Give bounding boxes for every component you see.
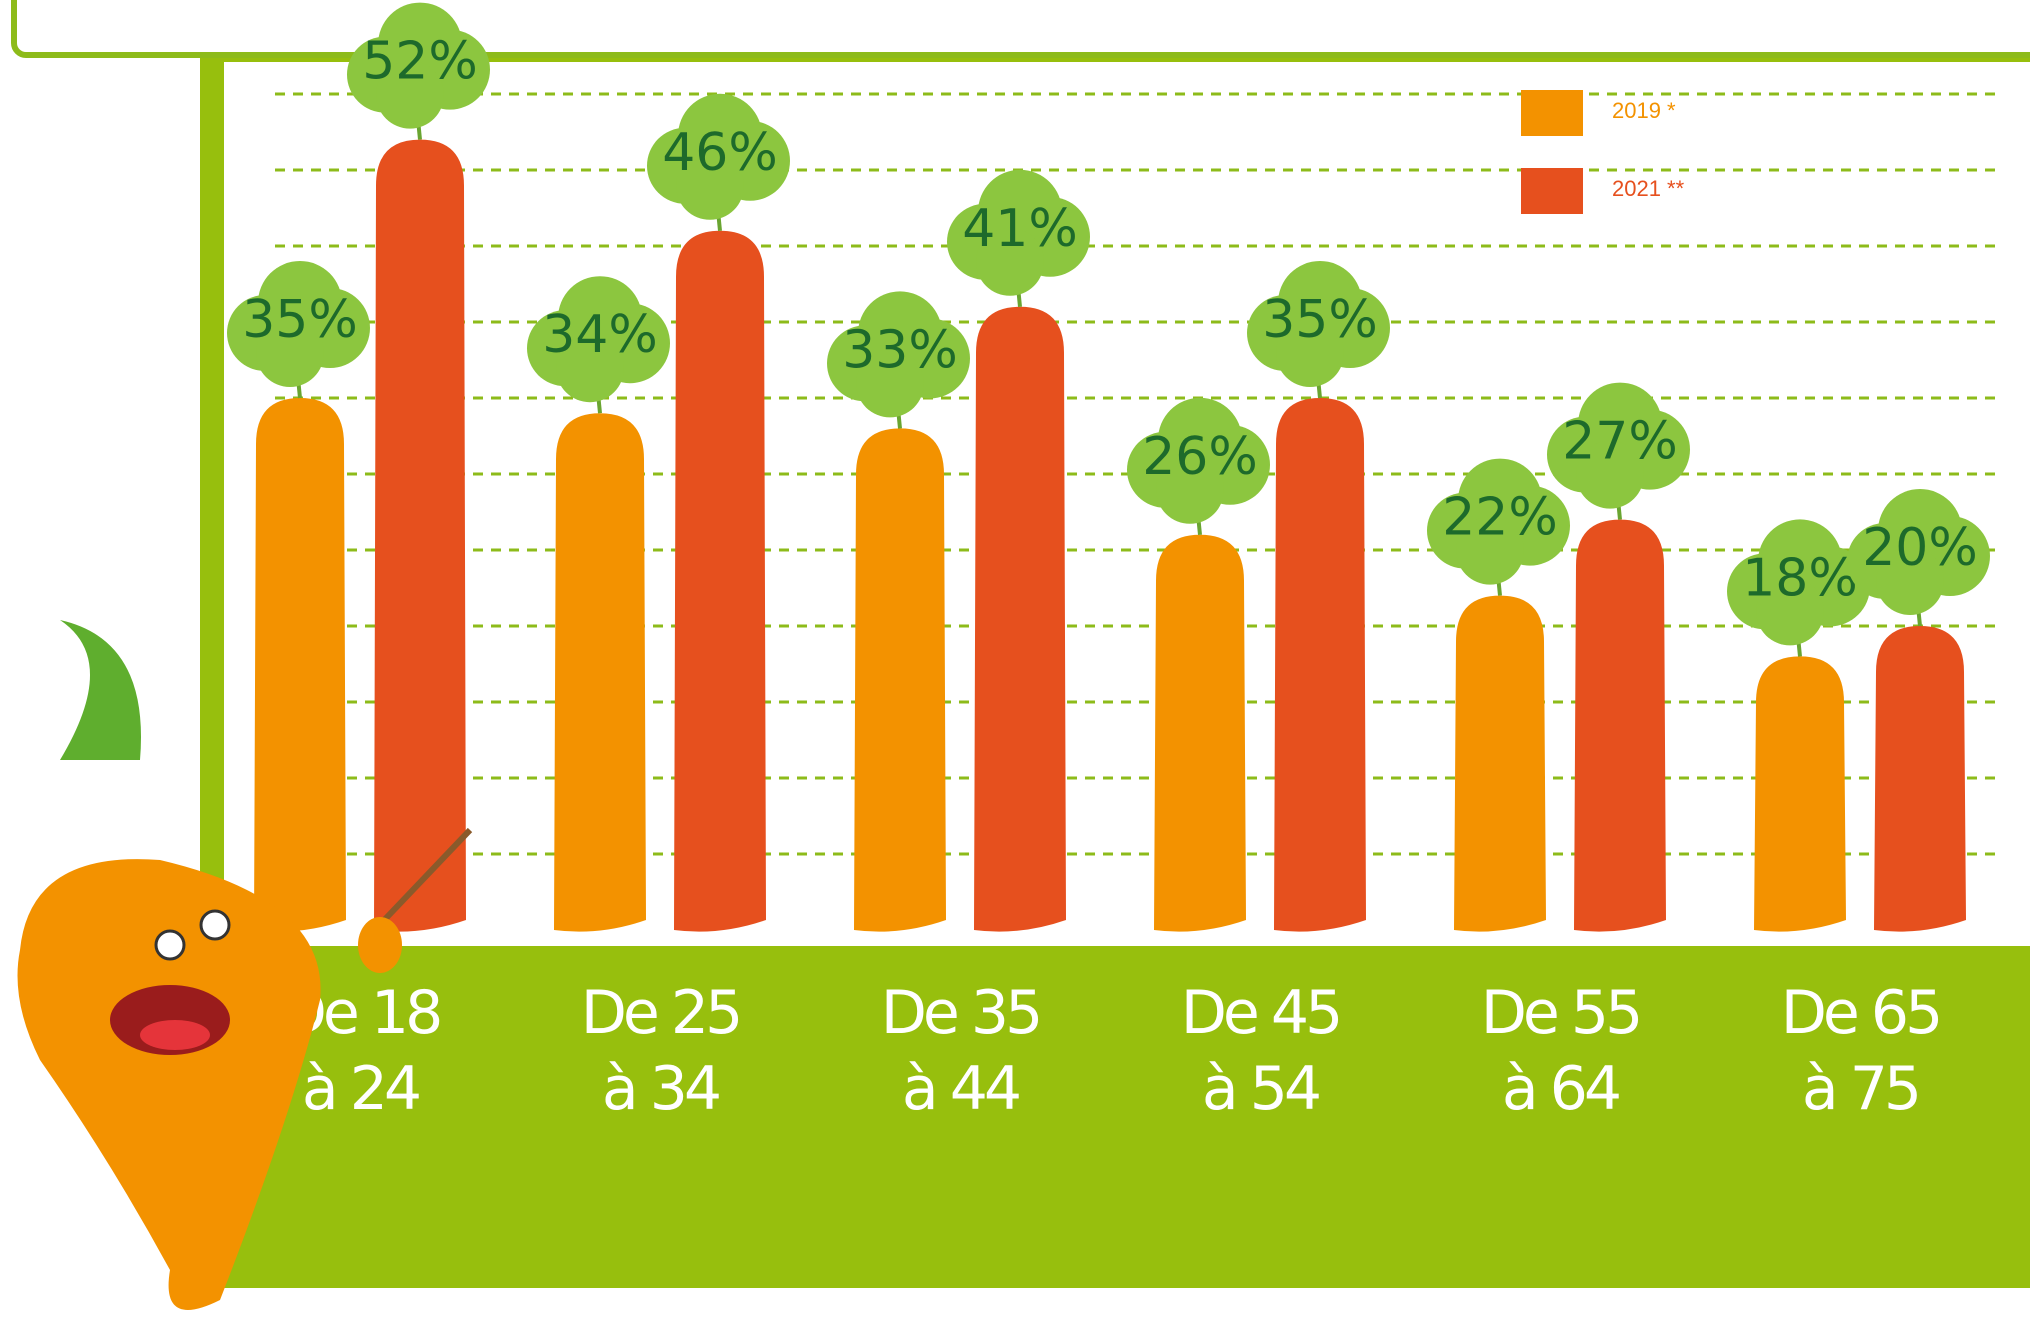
value-label: 35% [242, 290, 358, 350]
value-label: 26% [1142, 427, 1258, 487]
footer [555, 1300, 2030, 1339]
value-label: 34% [542, 305, 658, 365]
bar [674, 231, 766, 932]
bar [854, 428, 946, 931]
legend-label: 2019 * [1612, 98, 1676, 123]
bar [1454, 596, 1546, 932]
bar [374, 140, 466, 932]
x-label-box: De 55 à 64 ans [1410, 975, 1710, 1145]
value-label: 22% [1442, 488, 1558, 548]
value-label: 46% [662, 123, 778, 183]
value-label: 20% [1862, 518, 1978, 578]
legend-label: 2021 ** [1612, 176, 1685, 201]
value-label: 35% [1262, 290, 1378, 350]
legend-swatch [1521, 168, 1583, 214]
x-tick-label: De 55 à 64 ans [1465, 975, 1655, 1145]
x-tick-label: De 65 à 75 ans [1765, 975, 1955, 1145]
chart: De 18 à 24 ans35%52%De 25 à 34 ans34%46%… [0, 0, 2030, 1339]
bar [554, 413, 646, 931]
value-label: 41% [962, 199, 1078, 259]
bar [1874, 626, 1966, 932]
value-label: 52% [362, 32, 478, 92]
bar [1274, 398, 1366, 932]
bar [1754, 656, 1846, 931]
bar [1154, 535, 1246, 932]
bar [1574, 520, 1666, 932]
value-label: 18% [1742, 548, 1858, 608]
value-label: 33% [842, 320, 958, 380]
x-tick-label: De 35 à 44 ans [865, 975, 1055, 1145]
x-label-box: De 45 à 54 ans [1110, 975, 1410, 1145]
value-label: 27% [1562, 412, 1678, 472]
bar [974, 307, 1066, 932]
legend-swatch [1521, 90, 1583, 136]
x-tick-label: De 25 à 34 ans [565, 975, 755, 1145]
x-tick-label: De 45 à 54 ans [1165, 975, 1355, 1145]
bar [254, 398, 346, 932]
x-label-box: De 25 à 34 ans [510, 975, 810, 1145]
x-label-box: De 65 à 75 ans [1710, 975, 2010, 1145]
x-label-box: De 35 à 44 ans [810, 975, 1110, 1145]
title-box [14, 0, 2030, 55]
